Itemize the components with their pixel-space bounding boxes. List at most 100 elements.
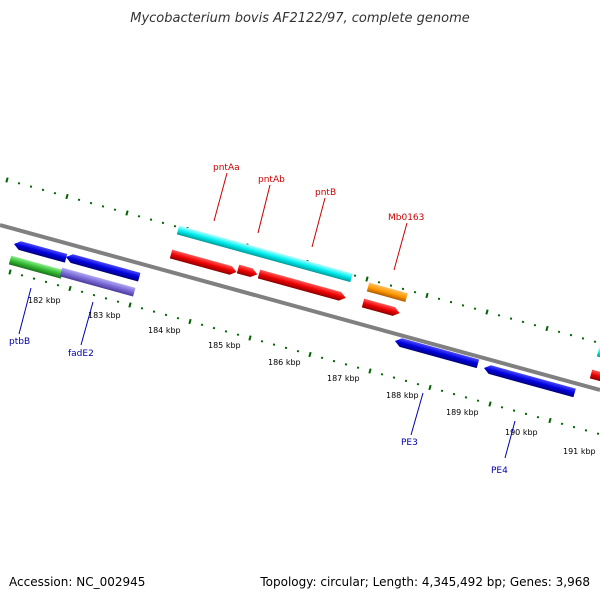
topology-text: Topology: circular; Length: 4,345,492 bp… xyxy=(259,575,590,589)
minor-tick xyxy=(137,215,141,218)
minor-tick xyxy=(437,297,441,301)
label-leader-line xyxy=(504,420,516,459)
label-leader-line xyxy=(18,287,32,335)
gene-arrow[interactable] xyxy=(361,298,401,318)
gene-label-PE4[interactable]: PE4 xyxy=(491,466,508,476)
major-tick xyxy=(548,417,552,424)
minor-tick xyxy=(524,412,528,416)
gene-label-fadE2[interactable]: fadE2 xyxy=(68,349,94,359)
minor-tick xyxy=(584,429,588,432)
minor-tick xyxy=(260,340,264,343)
major-tick xyxy=(8,269,12,275)
minor-tick xyxy=(161,221,165,225)
scale-label: 189 kbp xyxy=(446,408,479,417)
minor-tick xyxy=(212,326,216,330)
gene-label-pntB[interactable]: pntB xyxy=(315,188,336,198)
minor-tick xyxy=(344,363,348,366)
minor-tick xyxy=(17,182,21,185)
minor-tick xyxy=(32,277,36,280)
minor-tick xyxy=(272,343,276,346)
major-tick xyxy=(65,193,69,200)
minor-tick xyxy=(569,333,573,337)
minor-tick xyxy=(20,274,24,277)
minor-tick xyxy=(512,409,516,412)
minor-tick xyxy=(452,392,456,396)
gene-arrow[interactable] xyxy=(236,264,259,279)
minor-tick xyxy=(536,415,540,419)
minor-tick xyxy=(533,323,537,327)
minor-tick xyxy=(392,376,396,379)
major-tick xyxy=(188,318,192,325)
gene-label-pntAa[interactable]: pntAa xyxy=(213,163,240,173)
minor-tick xyxy=(509,317,513,320)
minor-tick xyxy=(104,297,108,300)
minor-tick xyxy=(152,310,156,313)
minor-tick xyxy=(380,373,384,376)
minor-tick xyxy=(200,323,204,327)
minor-tick xyxy=(461,304,465,307)
minor-tick xyxy=(389,284,393,287)
minor-tick xyxy=(176,316,180,320)
gene-arrow[interactable] xyxy=(176,225,353,283)
minor-tick xyxy=(80,290,84,294)
minor-tick xyxy=(29,185,33,188)
minor-tick xyxy=(320,356,324,360)
gene-label-Mb0163[interactable]: Mb0163 xyxy=(388,213,424,223)
scale-label: 188 kbp xyxy=(386,391,419,400)
minor-tick xyxy=(440,389,444,393)
genome-backbone xyxy=(0,223,600,392)
scale-label: 185 kbp xyxy=(208,341,241,350)
minor-tick xyxy=(89,201,93,205)
major-tick xyxy=(125,210,129,216)
gene-arrow[interactable] xyxy=(65,253,141,282)
scale-label: 187 kbp xyxy=(327,374,360,383)
gene-label-ptbB[interactable]: ptbB xyxy=(9,337,30,347)
major-tick xyxy=(488,401,492,407)
minor-tick xyxy=(41,188,45,192)
gene-features xyxy=(8,225,600,398)
gene-arrow[interactable] xyxy=(13,240,68,263)
forward-gene-labels: pntAa pntAb pntB Mb0163 xyxy=(213,163,424,271)
major-tick xyxy=(368,368,372,374)
label-leader-line xyxy=(410,392,424,436)
label-leader-line xyxy=(311,197,326,248)
major-tick xyxy=(485,309,489,315)
minor-tick xyxy=(449,300,453,304)
gene-label-pntAb[interactable]: pntAb xyxy=(258,175,285,185)
scale-labels: 182 kbp 183 kbp 184 kbp 185 kbp 186 kbp … xyxy=(28,296,596,456)
minor-tick xyxy=(284,346,288,350)
map-title: Mycobacterium bovis AF2122/97, complete … xyxy=(130,11,469,26)
minor-tick xyxy=(497,314,501,317)
major-tick xyxy=(68,285,72,292)
minor-tick xyxy=(116,300,120,303)
gene-arrow[interactable] xyxy=(169,249,238,277)
major-tick xyxy=(545,325,549,332)
minor-tick xyxy=(164,313,168,317)
minor-tick xyxy=(332,359,336,363)
minor-tick xyxy=(581,337,585,340)
gene-arrow[interactable] xyxy=(483,364,576,398)
gene-arrow[interactable] xyxy=(394,337,480,369)
minor-tick xyxy=(500,406,504,409)
gene-arrow[interactable] xyxy=(59,267,136,297)
major-tick xyxy=(365,276,369,282)
minor-tick xyxy=(377,281,381,284)
gene-arrow[interactable] xyxy=(366,282,408,302)
scale-label: 184 kbp xyxy=(148,326,181,335)
gene-arrow[interactable] xyxy=(8,255,64,279)
gene-arrow[interactable] xyxy=(589,369,600,383)
minor-tick xyxy=(53,191,57,195)
minor-tick xyxy=(521,320,525,324)
major-tick xyxy=(5,177,9,183)
major-tick xyxy=(425,292,429,299)
gene-label-PE3[interactable]: PE3 xyxy=(401,438,418,448)
minor-tick xyxy=(593,340,597,343)
major-tick xyxy=(308,351,312,358)
scale-label: 186 kbp xyxy=(268,358,301,367)
label-leader-line xyxy=(393,222,408,271)
gene-arrow[interactable] xyxy=(257,269,347,303)
minor-tick xyxy=(149,218,153,221)
label-leader-line xyxy=(80,301,94,346)
minor-tick xyxy=(56,283,60,287)
